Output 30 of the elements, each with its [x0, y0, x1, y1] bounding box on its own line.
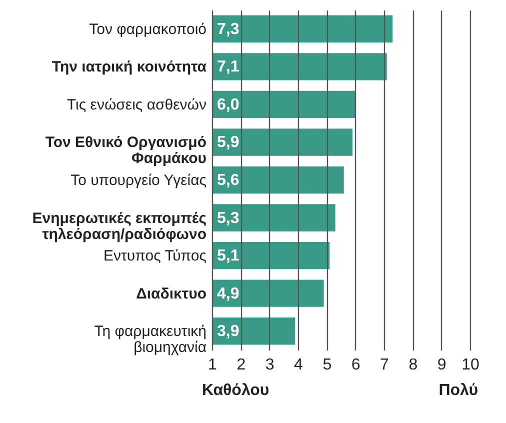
x-tick-label: 3 [265, 356, 274, 374]
y-tick-label: Εντυπος Τύπος [103, 248, 206, 265]
data-label: 5,9 [217, 134, 240, 152]
y-tick-label: Τον Εθνικό Οργανισμό Φαρμάκου [45, 134, 207, 168]
x-tick-label: 9 [437, 356, 446, 374]
data-label: 5,3 [217, 210, 240, 227]
y-tick-label: Το υπουργείο Υγείας [70, 172, 206, 189]
text: Πολύ [438, 382, 478, 399]
x-tick-label: 7 [380, 356, 390, 374]
data-label: 7,3 [217, 20, 240, 38]
y-tick-label: Την ιατρική κοινότητα [52, 58, 208, 76]
x-tick-label: 6 [351, 356, 360, 374]
y-tick-label: Τις ενώσεις ασθενών [66, 96, 206, 114]
data-label: 4,9 [217, 285, 240, 302]
x-tick-label: 10 [462, 356, 480, 374]
y-tick-label: Διαδικτυο [136, 285, 206, 302]
y-tick-label: Τον φαρμακοποιό [89, 20, 206, 38]
data-label: 5,1 [217, 248, 240, 265]
x-tick-label: 2 [236, 356, 246, 374]
x-tick-label: 5 [322, 356, 332, 374]
data-label: 5,6 [217, 172, 240, 189]
text: Καθόλου [202, 382, 270, 399]
data-label: 6,0 [217, 96, 240, 114]
x-tick-label: 4 [294, 356, 304, 374]
x-tick-label: 1 [208, 356, 218, 374]
x-tick-label: 8 [408, 356, 418, 374]
data-label: 7,1 [217, 58, 240, 76]
data-label: 3,9 [217, 323, 240, 340]
y-tick-label: Ενημερωτικές εκπομπές τηλεόραση/ραδιόφωνο [32, 210, 207, 243]
y-tick-label: Τη φαρμακευτική βιομηχανία [94, 323, 207, 356]
